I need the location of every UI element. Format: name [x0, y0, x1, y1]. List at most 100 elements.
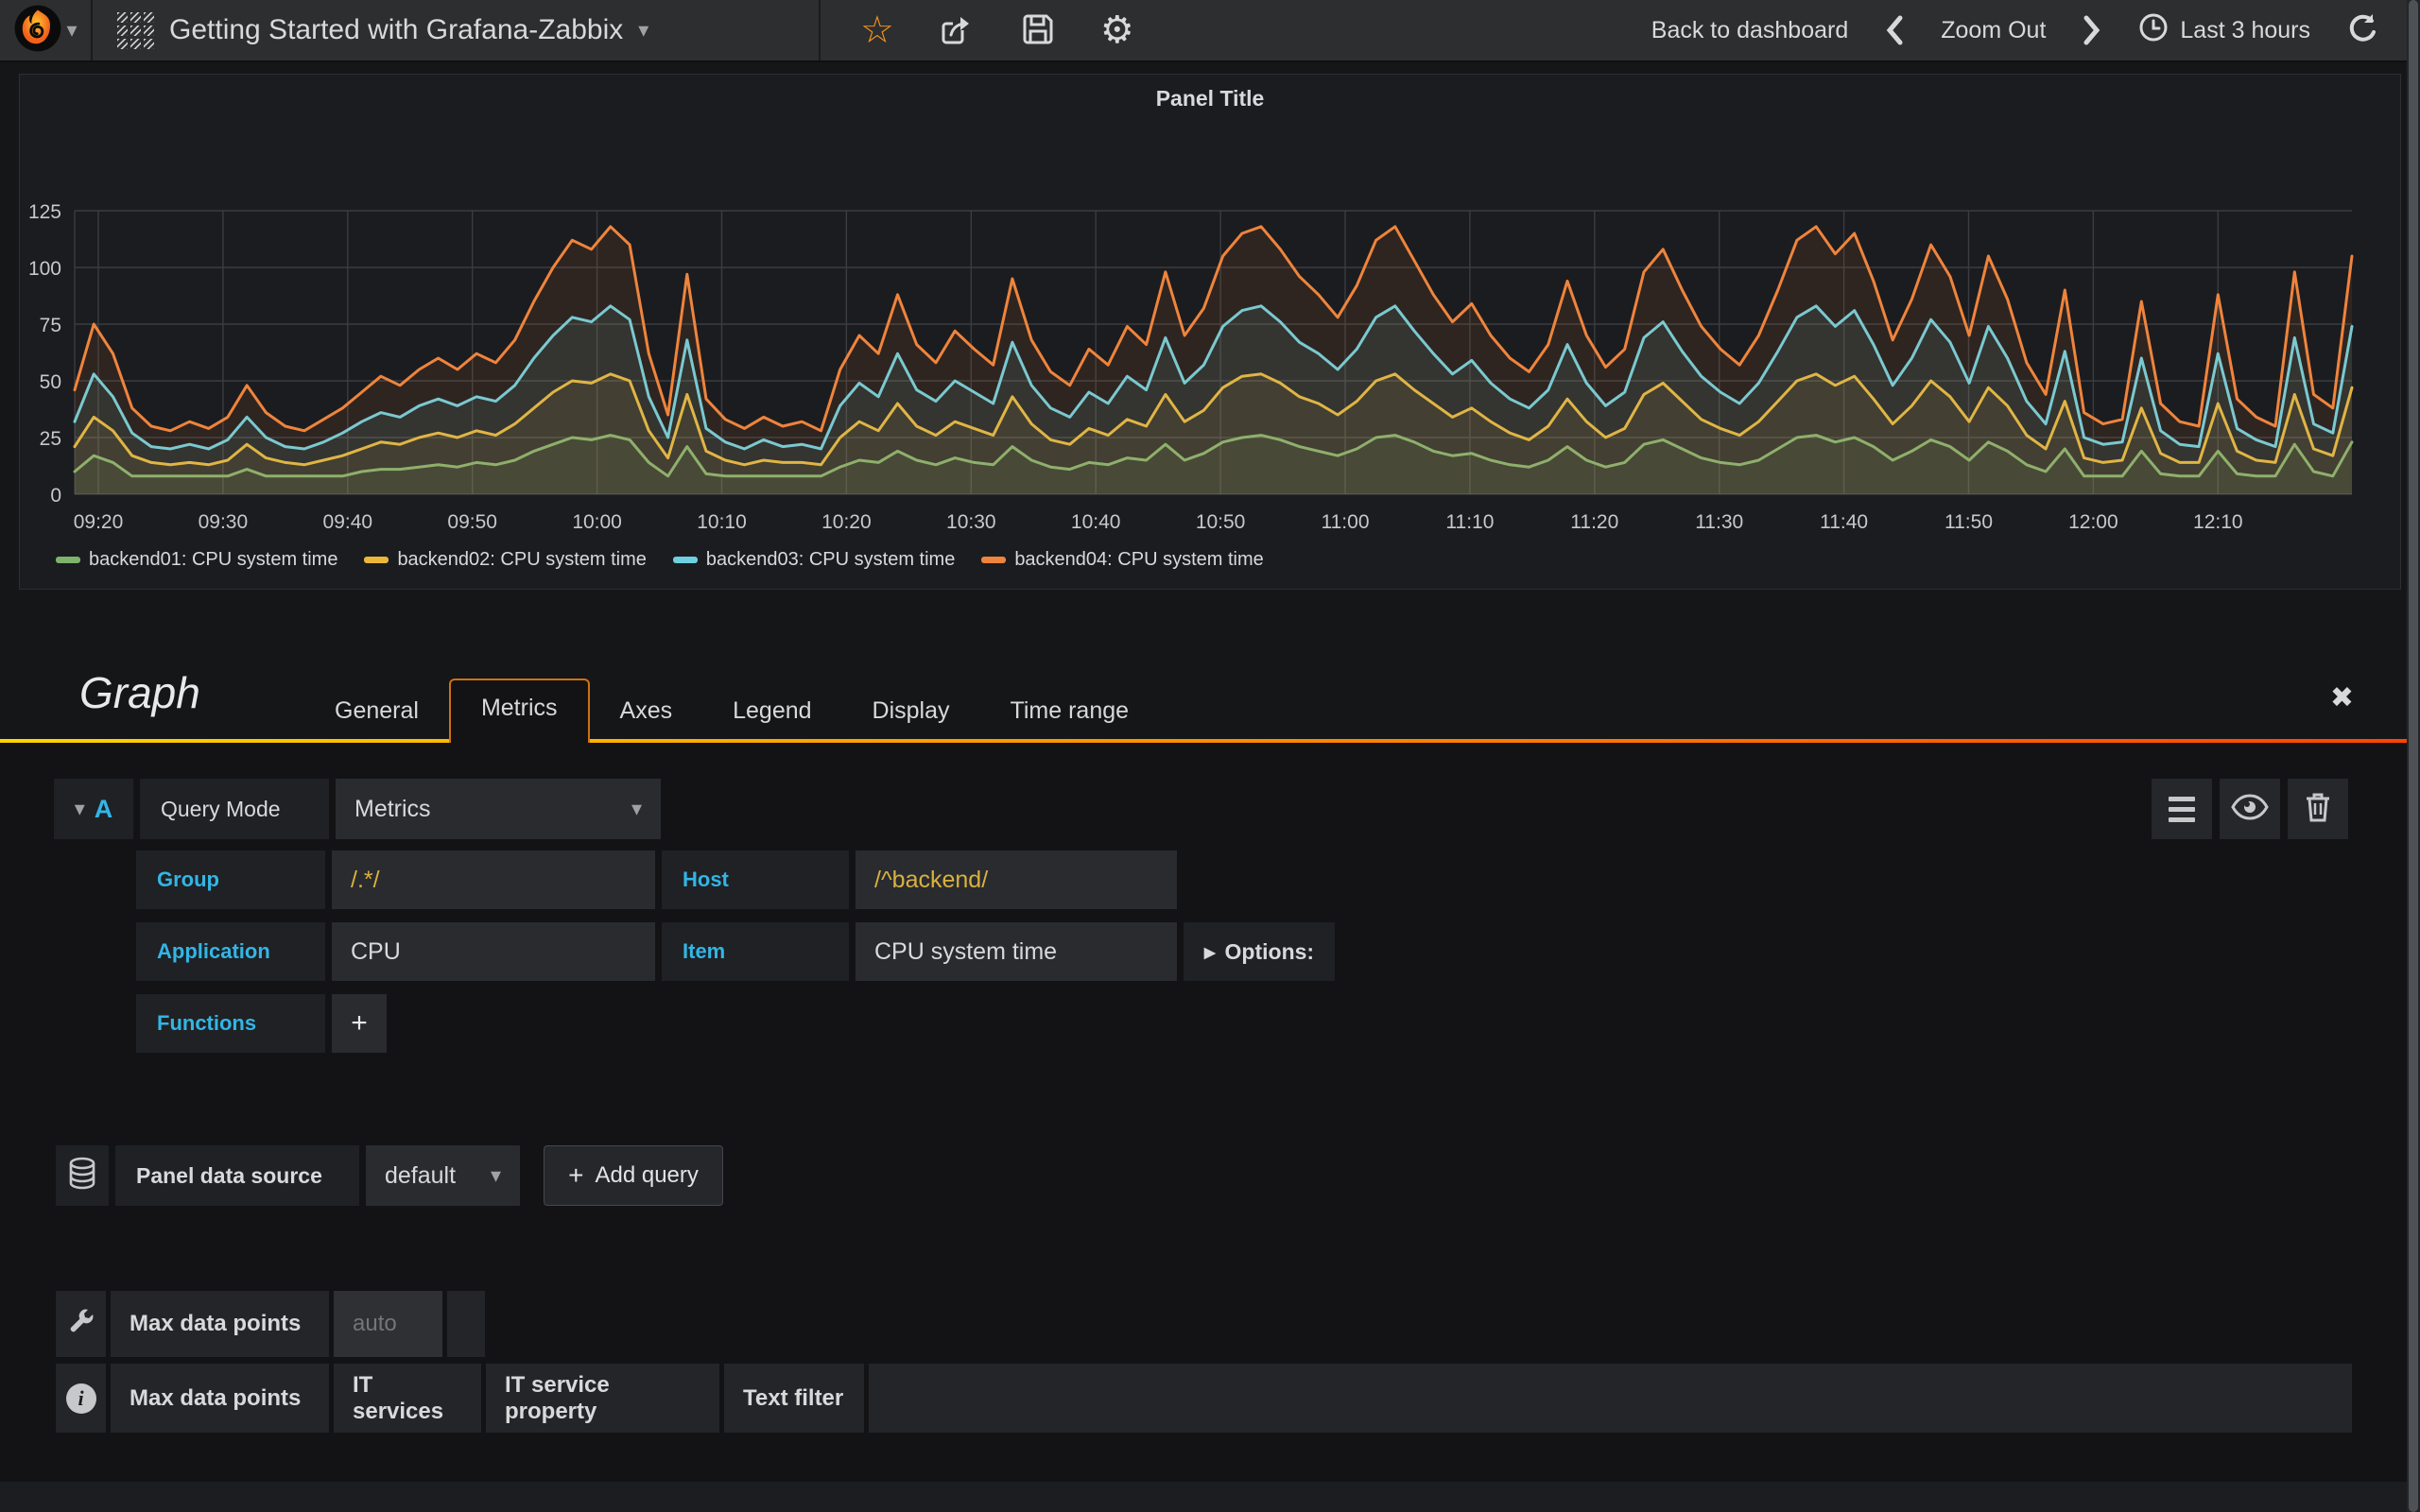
options-toggle[interactable]: ▸ Options: — [1204, 939, 1314, 965]
save-button[interactable] — [1019, 10, 1057, 51]
info-tab-max-data-points[interactable]: Max data points — [111, 1364, 329, 1433]
star-button[interactable]: ☆ — [860, 11, 894, 49]
tab-time-range[interactable]: Time range — [1010, 697, 1130, 724]
add-function-button[interactable]: + — [332, 994, 387, 1053]
query-ref-id: A — [94, 794, 113, 823]
bottom-strip — [0, 1482, 2420, 1512]
datasource-row: Panel data source default ▾ + Add query — [56, 1145, 723, 1206]
max-data-points-row: Max data points — [56, 1291, 485, 1357]
svg-text:10:00: 10:00 — [572, 511, 622, 533]
page-scrollbar — [2407, 0, 2420, 1512]
time-range-picker[interactable]: Last 3 hours — [2138, 12, 2310, 49]
svg-text:12:10: 12:10 — [2193, 511, 2243, 533]
share-button[interactable] — [938, 10, 976, 51]
datasource-select[interactable]: default ▾ — [366, 1145, 520, 1206]
svg-text:11:30: 11:30 — [1695, 511, 1743, 533]
application-input[interactable] — [332, 922, 655, 981]
dashboard-title-picker[interactable]: Getting Started with Grafana-Zabbix ▾ — [93, 0, 821, 60]
brand-gradient-divider — [0, 739, 2420, 743]
clock-icon — [2138, 12, 2169, 49]
grafana-logo-menu[interactable]: ▾ — [0, 0, 93, 60]
host-input[interactable] — [856, 850, 1177, 909]
legend-item[interactable]: backend01: CPU system time — [56, 549, 337, 571]
svg-text:10:30: 10:30 — [946, 511, 996, 533]
datasource-icon-cell — [56, 1145, 109, 1206]
legend-label: backend03: CPU system time — [705, 549, 956, 570]
tab-metrics[interactable]: Metrics — [448, 679, 590, 743]
application-label: Application — [157, 939, 270, 963]
dashboard-title: Getting Started with Grafana-Zabbix — [169, 14, 624, 45]
row-filler — [447, 1291, 485, 1357]
menu-icon — [2169, 796, 2195, 822]
query-delete-button[interactable] — [2288, 779, 2348, 839]
legend-color-dash — [672, 557, 698, 563]
settings-button[interactable]: ⚙ — [1100, 11, 1134, 49]
item-field-cell — [856, 922, 1177, 981]
application-item-row: Application Item ▸ Options: — [136, 922, 1336, 981]
legend-color-dash — [981, 557, 1007, 563]
functions-label-cell: Functions — [136, 994, 325, 1053]
svg-text:100: 100 — [28, 258, 61, 280]
info-tab-it-service-property[interactable]: IT service property — [486, 1364, 719, 1433]
host-label-cell: Host — [662, 850, 849, 909]
item-input[interactable] — [856, 922, 1177, 981]
svg-text:11:10: 11:10 — [1445, 511, 1494, 533]
panel-type-label: Graph — [79, 668, 200, 717]
info-tab-it-services[interactable]: IT services — [334, 1364, 481, 1433]
chevron-down-icon: ▾ — [631, 797, 642, 820]
item-label: Item — [683, 939, 726, 963]
time-shift-right-button[interactable] — [2082, 14, 2102, 46]
legend-label: backend02: CPU system time — [397, 549, 647, 570]
query-menu-button[interactable] — [2152, 779, 2212, 839]
svg-text:50: 50 — [40, 371, 61, 393]
info-tab-text-filter[interactable]: Text filter — [724, 1364, 864, 1433]
add-query-button[interactable]: + Add query — [544, 1145, 723, 1206]
scrollbar-thumb[interactable] — [2409, 0, 2418, 1512]
eye-icon — [2231, 793, 2269, 825]
functions-label: Functions — [157, 1011, 257, 1035]
legend-item[interactable]: backend04: CPU system time — [981, 549, 1264, 571]
panel-editor-header: Graph General Metrics Axes Legend Display Tim… — [0, 652, 2420, 743]
legend-item[interactable]: backend03: CPU system time — [672, 549, 956, 571]
legend-item[interactable]: backend02: CPU system time — [364, 549, 647, 571]
options-label: Options: — [1224, 938, 1315, 964]
navbar-right-controls: Back to dashboard Zoom Out Last 3 hours — [1651, 11, 2420, 50]
time-shift-left-button[interactable] — [1884, 14, 1905, 46]
info-tabs-row: i Max data points IT services IT service p… — [56, 1364, 2352, 1433]
group-host-row: Group Host — [136, 850, 1184, 909]
tab-axes[interactable]: Axes — [619, 697, 673, 724]
host-label: Host — [683, 868, 729, 891]
svg-text:10:10: 10:10 — [697, 511, 747, 533]
wrench-icon-cell — [56, 1291, 106, 1357]
refresh-button[interactable] — [2346, 11, 2378, 50]
query-mode-select[interactable]: Metrics ▾ — [336, 779, 661, 839]
time-range-label: Last 3 hours — [2180, 16, 2310, 43]
tab-display[interactable]: Display — [872, 697, 950, 724]
datasource-label-cell: Panel data source — [115, 1145, 359, 1206]
row-filler — [869, 1364, 2352, 1433]
max-data-points-input[interactable] — [334, 1291, 442, 1357]
datasource-value: default — [385, 1161, 457, 1189]
query-toggle-visibility-button[interactable] — [2220, 779, 2280, 839]
dashboard-actions: ☆ — [821, 0, 1174, 60]
chevron-down-icon: ▾ — [74, 797, 85, 820]
trash-icon — [2304, 791, 2332, 828]
svg-text:09:40: 09:40 — [323, 511, 373, 533]
wrench-icon — [67, 1307, 95, 1342]
max-data-points-field-cell — [334, 1291, 442, 1357]
tab-general[interactable]: General — [335, 697, 419, 724]
zoom-out-button[interactable]: Zoom Out — [1941, 16, 2047, 43]
grafana-logo-icon — [13, 4, 62, 58]
svg-text:11:40: 11:40 — [1820, 511, 1868, 533]
query-collapse-toggle[interactable]: ▾ A — [54, 779, 133, 839]
legend-label: backend01: CPU system time — [89, 549, 338, 570]
options-cell: ▸ Options: — [1184, 922, 1336, 981]
back-to-dashboard-link[interactable]: Back to dashboard — [1651, 16, 1849, 43]
svg-text:75: 75 — [40, 315, 61, 336]
panel-title[interactable]: Panel Title — [1155, 86, 1265, 111]
group-input[interactable] — [332, 850, 655, 909]
timeseries-chart[interactable]: 09:20 09:30 09:40 09:50 10:00 10:10 10:20 10:30… — [20, 201, 2400, 551]
chevron-down-icon: ▾ — [66, 18, 78, 42]
tab-legend[interactable]: Legend — [733, 697, 812, 724]
close-editor-button[interactable]: ✖ — [2329, 682, 2354, 713]
